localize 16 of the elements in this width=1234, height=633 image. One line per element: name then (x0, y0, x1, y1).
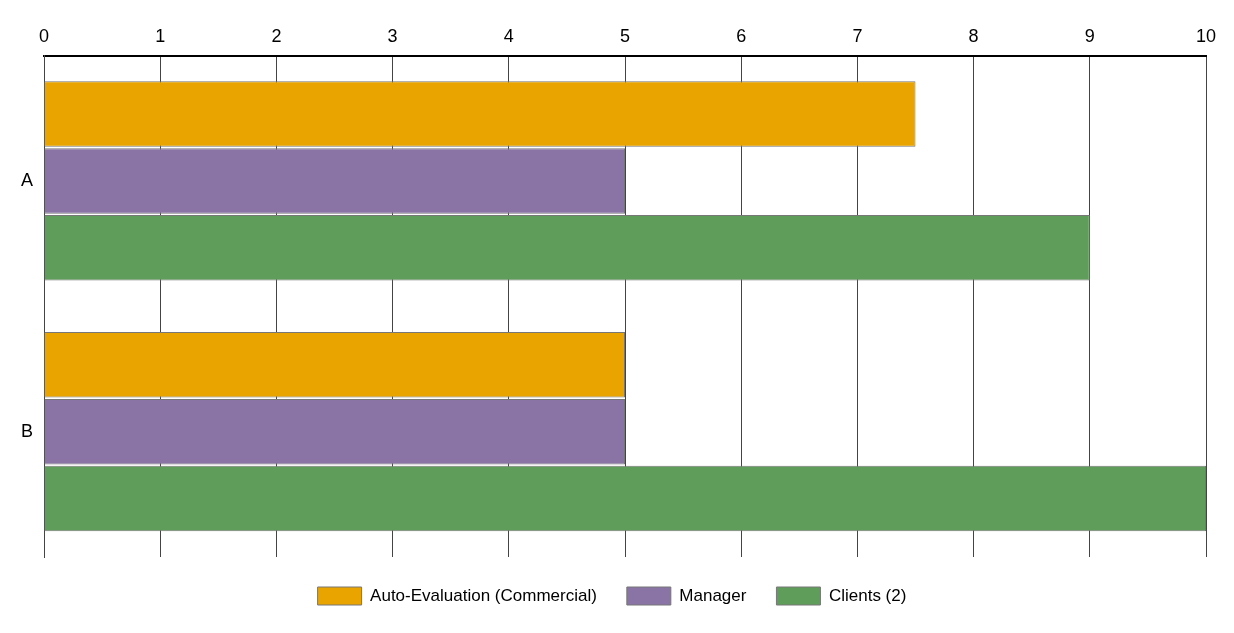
x-tick-label: 9 (1084, 25, 1095, 46)
y-tick-label: B (20, 420, 34, 441)
legend-label: Clients (2) (828, 585, 907, 605)
x-tick-label: 6 (736, 25, 747, 46)
legend-label: Auto-Evaluation (Commercial) (370, 585, 597, 605)
x-tick-label: 7 (852, 25, 863, 46)
x-tick-label: 5 (620, 25, 631, 46)
x-tick-label: 8 (968, 25, 979, 46)
x-tick-label: 1 (155, 25, 166, 46)
legend-label: Manager (679, 585, 747, 605)
x-tick-label: 2 (271, 25, 282, 46)
y-tick-label: A (20, 169, 34, 190)
x-tick-label: 0 (39, 25, 50, 46)
x-tick-label: 10 (1195, 25, 1217, 46)
x-tick-label: 4 (503, 25, 514, 46)
x-tick-label: 3 (387, 25, 398, 46)
